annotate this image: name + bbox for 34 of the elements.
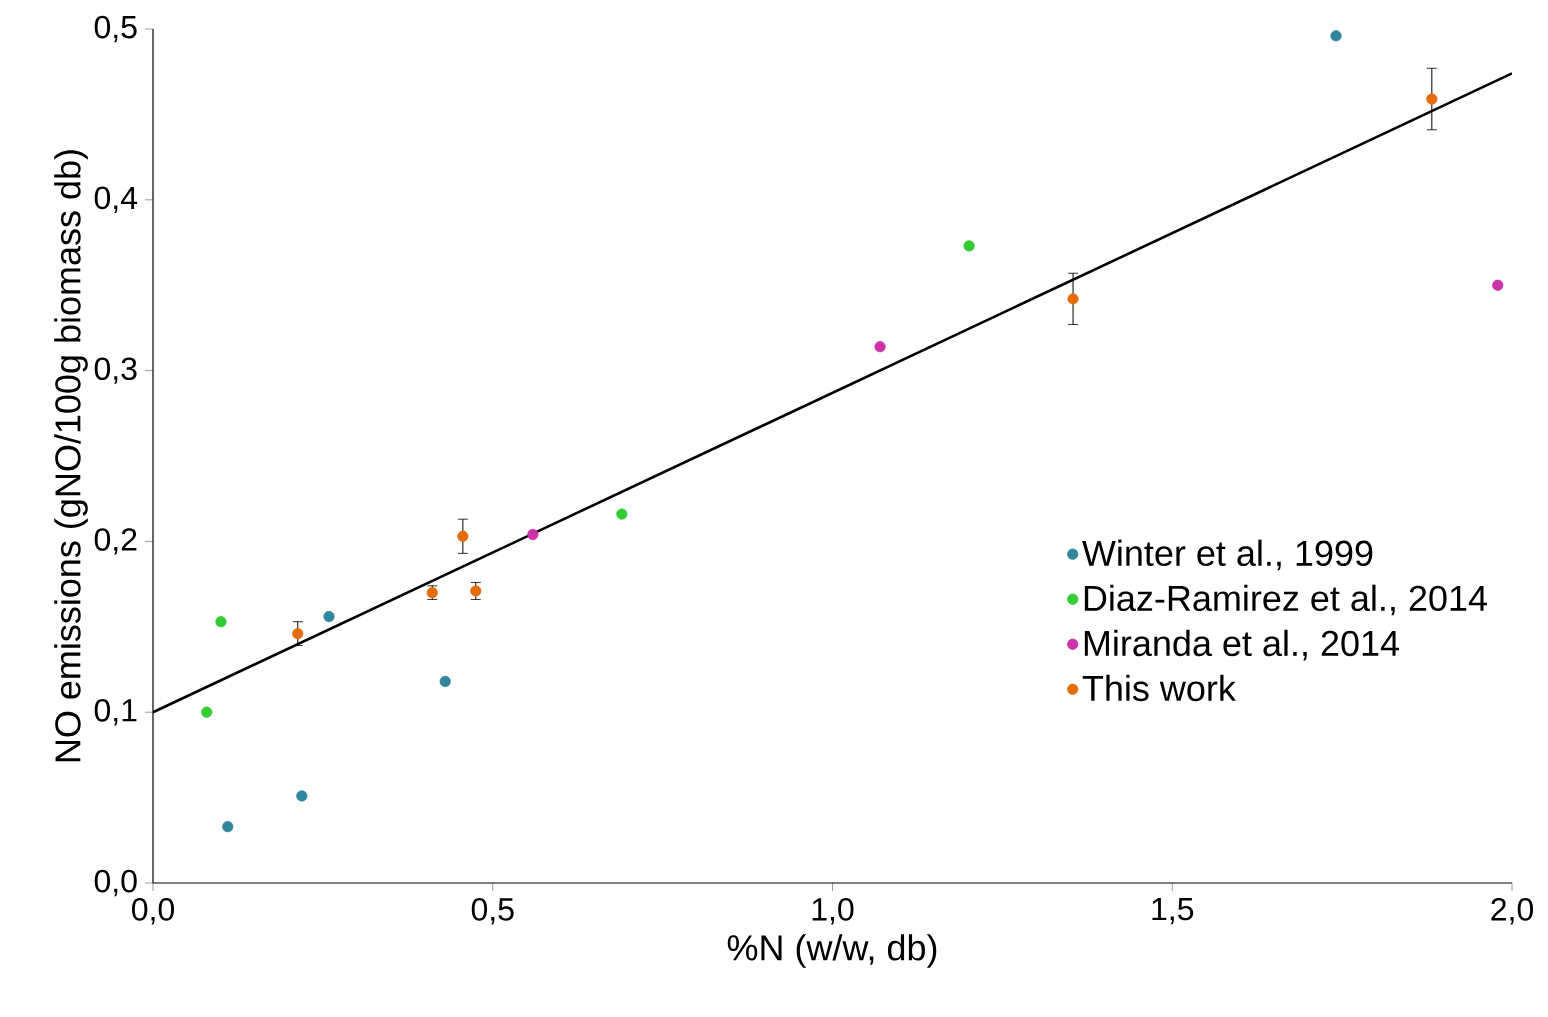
x-tick-label: 1,0: [812, 898, 854, 925]
point: [1067, 293, 1079, 305]
x-tick-label: 0,0: [132, 898, 175, 925]
point: [527, 528, 539, 541]
legend-label: Winter et al., 1999: [1082, 539, 1373, 571]
legend-label: Miranda et al., 2014: [1084, 629, 1399, 661]
point: [616, 508, 628, 520]
point: [1330, 30, 1342, 42]
y-axis-title: NO emissions (gNO/100g biomass db): [54, 150, 88, 762]
y-tick-label: 0,4: [94, 186, 138, 214]
point: [323, 610, 335, 623]
point: [963, 240, 975, 252]
legend-label: This work: [1082, 674, 1236, 702]
point: [1492, 279, 1504, 291]
y-tick-label: 0,0: [94, 869, 137, 897]
point: [874, 341, 886, 353]
y-tick-label: 0,3: [94, 357, 137, 384]
point: [1426, 93, 1438, 105]
x-axis-title: %N (w/w, db): [727, 934, 937, 968]
point: [201, 706, 213, 718]
point: [457, 530, 469, 542]
point: [292, 628, 304, 640]
y-tick-label: 0,1: [94, 698, 137, 726]
point: [222, 821, 234, 833]
point: [296, 790, 308, 802]
point: [215, 616, 227, 628]
x-tick-label: 2,0: [1491, 898, 1534, 925]
y-tick-label: 0,2: [94, 528, 137, 555]
point: [439, 675, 451, 688]
point: [470, 585, 482, 597]
legend-label: Diaz-Ramirez et al., 2014: [1084, 584, 1487, 616]
y-tick-label: 0,5: [94, 15, 137, 43]
x-tick-label: 0,5: [471, 898, 514, 925]
x-tick-label: 1,5: [1152, 898, 1194, 925]
